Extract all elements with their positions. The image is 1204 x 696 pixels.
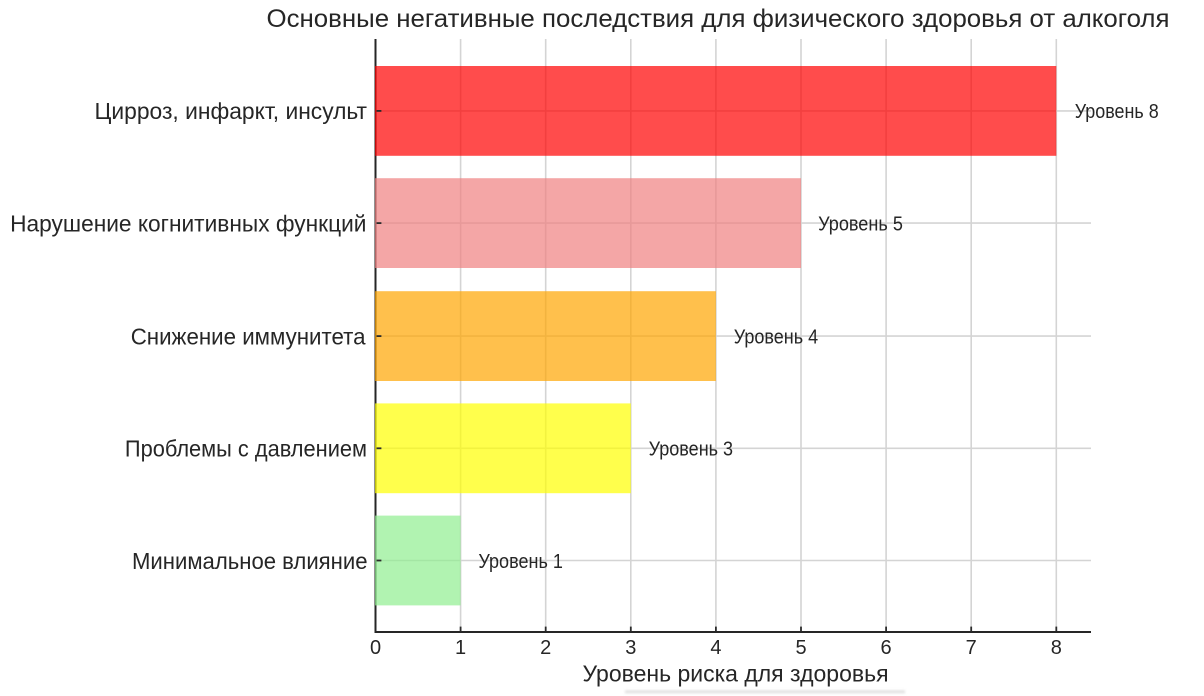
svg-text:Уровень 4: Уровень 4 — [734, 326, 819, 348]
svg-text:0: 0 — [370, 637, 381, 659]
svg-text:Уровень 1: Уровень 1 — [478, 551, 563, 573]
svg-text:7: 7 — [966, 637, 977, 659]
svg-text:Проблемы с давлением: Проблемы с давлением — [125, 436, 367, 462]
svg-text:Уровень риска для здоровья: Уровень риска для здоровья — [582, 661, 888, 687]
svg-text:4: 4 — [710, 637, 721, 659]
svg-text:Нарушение когнитивных функций: Нарушение когнитивных функций — [10, 210, 366, 236]
svg-text:Уровень 8: Уровень 8 — [1075, 101, 1159, 123]
svg-text:8: 8 — [1051, 637, 1062, 659]
svg-text:Уровень 3: Уровень 3 — [649, 439, 734, 461]
svg-text:2: 2 — [540, 637, 551, 659]
svg-text:Уровень 5: Уровень 5 — [818, 213, 903, 235]
svg-text:6: 6 — [881, 637, 892, 659]
svg-text:1: 1 — [455, 637, 466, 659]
svg-text:Цирроз, инфаркт, инсульт: Цирроз, инфаркт, инсульт — [95, 98, 368, 124]
svg-text:5: 5 — [795, 637, 806, 659]
svg-text:Минимальное влияние: Минимальное влияние — [132, 548, 368, 574]
svg-text:Снижение иммунитета: Снижение иммунитета — [131, 323, 366, 349]
svg-text:3: 3 — [625, 637, 636, 659]
svg-text:Основные негативные последстви: Основные негативные последствия для физи… — [267, 5, 1170, 33]
